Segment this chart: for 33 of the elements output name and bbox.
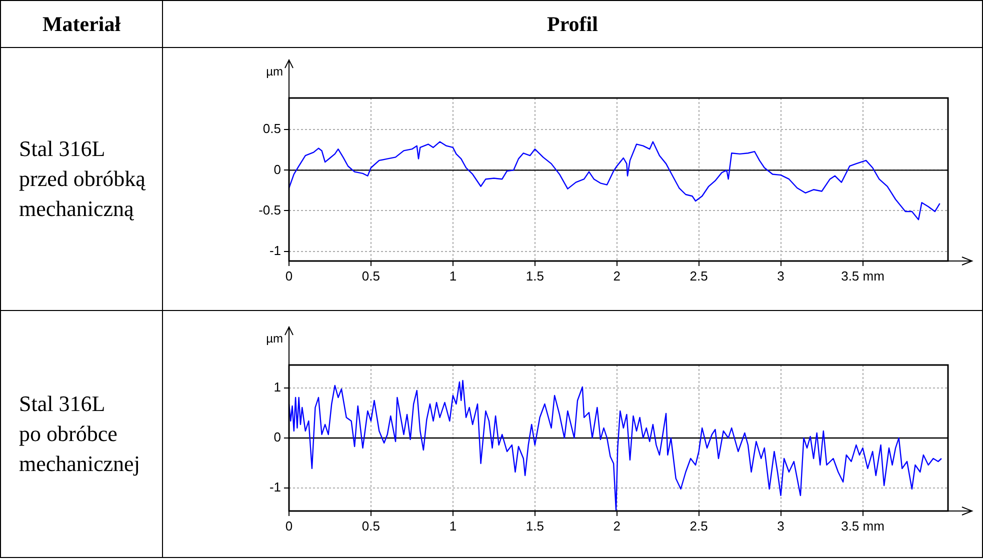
x-tick-label: 1 — [449, 268, 457, 284]
y-axis-title: µm — [266, 64, 283, 78]
x-tick-label: 0 — [285, 518, 293, 534]
y-tick-label: 0 — [274, 162, 281, 177]
y-tick-label: -1 — [269, 480, 281, 495]
text: przed obróbką — [19, 165, 147, 193]
text: mechaniczną — [19, 195, 135, 223]
text: Profil — [162, 0, 982, 48]
x-tick-label: 1.5 — [526, 518, 544, 534]
x-tick-label: 2.5 — [690, 268, 708, 284]
y-tick-label: 0.5 — [262, 121, 281, 136]
y-tick-label: 1 — [274, 380, 281, 395]
text: po obróbce — [19, 420, 118, 448]
y-tick-label: 0 — [274, 430, 281, 445]
x-tick-label: 1.5 — [526, 268, 544, 284]
text: Stal 316L — [19, 135, 106, 163]
x-tick-label: 3 — [777, 268, 784, 284]
x-tick-label: 1 — [449, 518, 457, 534]
y-axis-title: µm — [266, 331, 283, 346]
text: Stal 316L — [19, 390, 106, 418]
x-tick-label: 0 — [285, 268, 293, 284]
x-tick-label: 2.5 — [690, 518, 708, 534]
x-tick-label: 2 — [613, 518, 620, 534]
text: mechanicznej — [19, 450, 141, 478]
x-tick-label: 3.5 mm — [841, 518, 884, 534]
x-tick-label: 0.5 — [362, 518, 380, 534]
text: Materiał — [0, 0, 162, 48]
y-tick-label: -0.5 — [258, 202, 281, 218]
x-tick-label: 2 — [613, 268, 620, 284]
y-tick-label: -1 — [269, 242, 281, 258]
x-tick-label: 3.5 mm — [841, 268, 884, 284]
x-tick-label: 3 — [777, 518, 784, 534]
x-tick-label: 0.5 — [362, 268, 380, 284]
